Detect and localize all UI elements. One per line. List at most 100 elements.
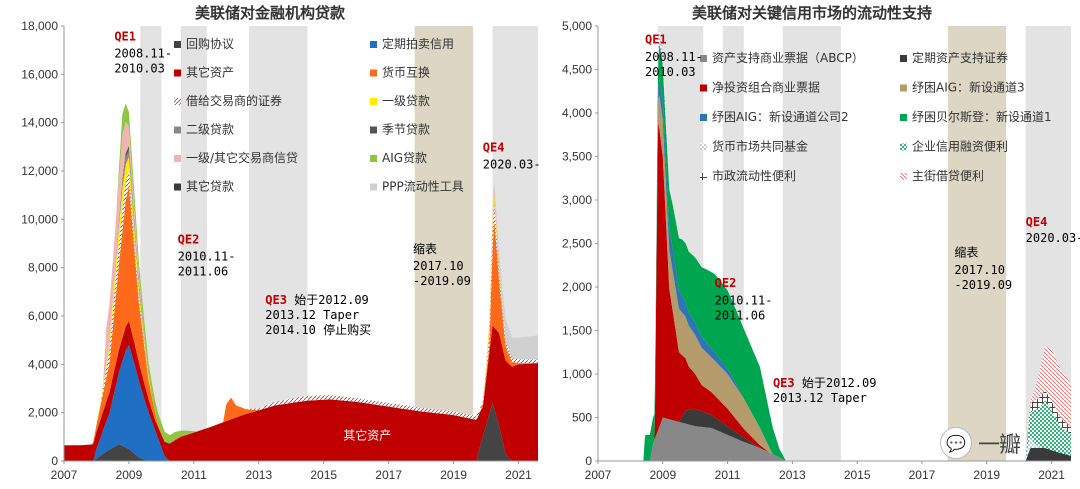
legend-swatch-10 <box>174 183 181 191</box>
annotation-8: 2020.03- <box>1026 231 1080 245</box>
annotation-line: 2017.10 <box>954 263 1005 277</box>
x-tick-label-2: 2011 <box>715 468 741 482</box>
annotation-1: 2008.11-2010.03 <box>645 50 703 79</box>
legend-swatch-1 <box>900 55 907 62</box>
legend-label-1: 定期拍卖信用 <box>382 36 454 51</box>
legend-label-7: 企业信用融资便利 <box>912 139 1008 154</box>
y-tick-label-5: 10,000 <box>21 212 58 226</box>
period-band-3 <box>414 26 474 461</box>
legend-swatch-0 <box>700 55 707 62</box>
legend-swatch-2 <box>174 69 181 77</box>
legend-label-0: 回购协议 <box>186 36 234 51</box>
legend-label-11: PPP流动性工具 <box>382 180 464 194</box>
legend-label-1: 定期资产支持证券 <box>912 50 1008 65</box>
x-tick-label-6: 2019 <box>973 468 1000 482</box>
legend-label-0: 资产支持商业票据（ABCP） <box>712 50 864 65</box>
legend-swatch-3 <box>370 69 377 77</box>
annotation-7: QE4 <box>483 141 505 155</box>
annotation-2: QE2 <box>715 276 737 290</box>
legend-label-5: 一级贷款 <box>382 94 430 108</box>
annotation-line: QE4 <box>1026 215 1048 229</box>
annotation-line: 其它资产 <box>343 427 391 442</box>
annotation-line: 2014.10 停止购买 <box>265 322 371 337</box>
annotation-qe3: QE3 <box>265 293 287 307</box>
annotation-3: 2010.11-2011.06 <box>178 249 236 278</box>
annotation-text: 始于2012.09 <box>795 376 877 390</box>
legend-swatch-5 <box>900 114 907 121</box>
wechat-icon: 💬 <box>940 427 972 459</box>
annotation-line: 2008.11- <box>645 50 703 64</box>
watermark: 💬 一瓣 <box>940 426 1060 460</box>
y-tick-label-2: 1,000 <box>562 367 592 381</box>
legend-label-3: 纾困AIG：新设通道3 <box>912 80 1025 95</box>
annotation-line: -2019.09 <box>954 278 1012 292</box>
legend-swatch-3 <box>900 84 907 92</box>
y-tick-label-8: 16,000 <box>21 67 58 81</box>
annotation-line: 2010.03 <box>645 65 696 79</box>
legend-label-8: 市政流动性便利 <box>712 168 796 183</box>
x-tick-label-5: 2017 <box>909 468 936 482</box>
annotation-line: -2019.09 <box>413 274 471 288</box>
legend-swatch-11 <box>370 183 377 191</box>
legend-label-5: 纾困贝尔斯登：新设通道1 <box>912 109 1052 124</box>
annotation-line: 2013.12 Taper <box>265 308 359 322</box>
annotation-8: 2020.03- <box>483 158 541 172</box>
annotation-6: 2017.10 -2019.09 <box>413 259 471 288</box>
annotation-1: 2008.11-2010.03 <box>114 46 172 75</box>
y-tick-label-2: 4,000 <box>28 357 58 371</box>
annotation-7: QE4 <box>1026 215 1048 229</box>
x-tick-label-3: 2013 <box>245 468 272 482</box>
annotation-0: QE1 <box>114 30 136 44</box>
legend-label-9: 主街借贷便利 <box>912 169 984 183</box>
chart-title: 美联储对金融机构贷款 <box>195 4 346 22</box>
annotation-9: 其它资产 <box>343 427 391 442</box>
x-tick-label-2: 2011 <box>181 468 207 482</box>
y-tick-label-1: 500 <box>572 411 592 425</box>
annotation-line: QE2 <box>178 233 200 247</box>
y-tick-label-7: 14,000 <box>21 116 58 130</box>
y-tick-label-6: 12,000 <box>21 164 58 178</box>
legend-swatch-1 <box>370 41 377 48</box>
y-tick-label-10: 5,000 <box>562 19 592 33</box>
legend-swatch-6 <box>174 126 181 134</box>
period-band-3 <box>947 26 1007 461</box>
x-tick-label-7: 2021 <box>1038 468 1065 482</box>
annotation-text: 始于2012.09 <box>287 293 369 307</box>
x-tick-label-4: 2015 <box>310 468 337 482</box>
annotation-2: QE2 <box>178 233 200 247</box>
legend-swatch-6 <box>700 143 707 151</box>
annotation-line: 缩表 <box>413 241 437 256</box>
annotation-5: 缩表 <box>954 245 978 260</box>
annotation-line: 2011.06 <box>715 308 766 322</box>
x-tick-label-3: 2013 <box>779 468 806 482</box>
annotation-4: QE3 始于2012.09 2013.12 Taper 2014.10 停止购买 <box>265 293 371 337</box>
legend-label-2: 其它资产 <box>186 65 234 80</box>
annotation-line: QE3 始于2012.09 <box>773 376 877 390</box>
annotation-qe3: QE3 <box>773 376 795 390</box>
legend-swatch-8 <box>700 173 707 180</box>
y-tick-label-0: 0 <box>51 454 58 468</box>
annotation-line: QE2 <box>715 276 737 290</box>
x-tick-label-1: 2009 <box>649 468 676 482</box>
period-band-2 <box>782 26 841 461</box>
y-tick-label-4: 2,000 <box>562 280 592 294</box>
annotation-line: 缩表 <box>954 245 978 260</box>
x-tick-label-4: 2015 <box>844 468 871 482</box>
y-tick-label-1: 2,000 <box>28 406 58 420</box>
legend-swatch-2 <box>700 84 707 92</box>
annotation-5: 缩表 <box>413 241 437 256</box>
legend-swatch-4 <box>700 114 707 121</box>
series-area-2 <box>64 320 538 461</box>
series-area-0 <box>598 417 1071 461</box>
legend-swatch-0 <box>174 41 181 48</box>
legend-swatch-9 <box>900 173 907 180</box>
legend-label-8: 一级/其它交易商信贷 <box>186 150 298 165</box>
annotation-line: QE4 <box>483 141 505 155</box>
chart-lending: 美联储对金融机构贷款 0 2,000 4,000 6,000 8,000 10,000 12,… <box>21 4 540 482</box>
period-band-1 <box>180 26 207 461</box>
y-tick-label-3: 1,500 <box>562 324 592 338</box>
x-tick-label-0: 2007 <box>585 468 612 482</box>
chart-title: 美联储对关键信用市场的流动性支持 <box>692 4 932 22</box>
x-tick-label-5: 2017 <box>375 468 402 482</box>
